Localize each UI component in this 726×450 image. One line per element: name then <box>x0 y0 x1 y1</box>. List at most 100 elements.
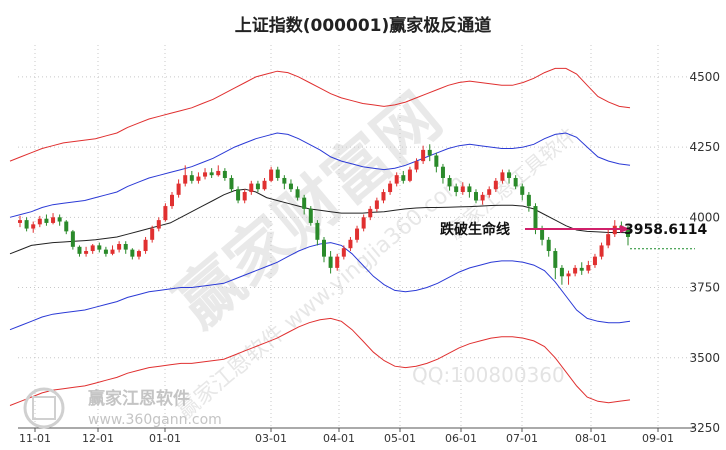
candle-body <box>295 189 300 198</box>
candle-body <box>540 228 545 240</box>
candle-body <box>348 239 353 249</box>
x-tick-label: 09-01 <box>642 432 674 445</box>
candle-body <box>117 244 122 250</box>
chart-title: 上证指数(000001)赢家极反通道 <box>235 15 492 36</box>
candle-body <box>103 249 108 254</box>
candle-body <box>480 194 485 201</box>
candle-body <box>606 234 611 246</box>
candle-body <box>130 249 135 257</box>
candle-body <box>97 245 102 250</box>
channel-line-4 <box>9 188 631 255</box>
x-tick-label: 08-01 <box>575 432 607 445</box>
y-tick-label: 3750 <box>689 281 720 295</box>
candle-body <box>401 175 406 181</box>
annotation-label: 跌破生命线 <box>440 221 510 238</box>
candle-body <box>328 256 333 268</box>
brand-seal-inner <box>32 396 56 420</box>
candle-body <box>520 186 525 195</box>
candle-body <box>474 192 478 201</box>
candle-body <box>579 267 584 271</box>
brand-url: www.360gann.com <box>88 412 222 428</box>
brand-logo: 赢家江恩软件 www.360gann.com <box>23 387 222 429</box>
y-tick-label: 4000 <box>689 210 720 224</box>
candle-body <box>249 183 254 193</box>
candle-body <box>64 221 69 232</box>
candle-body <box>487 189 492 195</box>
candle-body <box>407 169 412 181</box>
channel-line-2 <box>9 132 631 218</box>
x-tick-label: 11-01 <box>19 432 51 445</box>
candle-body <box>44 218 49 223</box>
candle-body <box>434 155 439 167</box>
brand-name: 赢家江恩软件 <box>88 388 190 409</box>
candle-body <box>90 245 95 252</box>
candle-body <box>189 175 194 181</box>
candle-body <box>242 192 247 201</box>
candle-body <box>493 180 498 190</box>
candle-body <box>335 256 340 268</box>
candle-body <box>626 229 630 237</box>
candle-body <box>533 206 538 229</box>
channel-line-1 <box>9 242 631 331</box>
channel-line-0 <box>9 317 631 406</box>
candle-body <box>394 175 399 184</box>
candle-body <box>374 200 379 209</box>
candle-body <box>255 183 260 190</box>
candle-body <box>322 239 326 257</box>
y-tick-label: 3500 <box>689 351 720 365</box>
candle-body <box>467 186 472 193</box>
x-tick-label: 12-01 <box>82 432 114 445</box>
candle-body <box>421 149 426 162</box>
candle-body <box>170 194 174 207</box>
candle-body <box>546 239 551 252</box>
candle-body <box>269 169 274 181</box>
candle-body <box>308 208 313 223</box>
breakline-arrow-icon <box>620 224 630 233</box>
candle-body <box>57 217 62 222</box>
candle-body <box>229 177 234 190</box>
candle-body <box>592 256 597 266</box>
candle-body <box>586 265 591 271</box>
x-tick-label: 05-01 <box>384 432 416 445</box>
candle-body <box>203 172 208 177</box>
candle-body <box>302 197 307 209</box>
candle-body <box>209 172 214 176</box>
candle-body <box>361 217 366 229</box>
brand-seal-icon <box>23 387 65 429</box>
candle-body <box>183 175 188 184</box>
candle-body <box>150 228 155 240</box>
candle-body <box>440 166 445 178</box>
candle-body <box>447 177 452 187</box>
candlesticks <box>18 144 630 285</box>
candle-body <box>427 149 432 156</box>
candle-body <box>31 224 36 229</box>
candle-body <box>70 231 75 247</box>
channel-bands <box>9 67 631 406</box>
y-tick-label: 4250 <box>689 140 720 154</box>
watermark-qq: QQ:100800360 <box>412 363 565 387</box>
candle-body <box>196 176 201 181</box>
candle-body <box>24 220 29 229</box>
candle-body <box>262 180 267 190</box>
candle-body <box>275 169 280 178</box>
candle-body <box>526 194 531 207</box>
candle-body <box>573 267 578 274</box>
candle-body <box>163 206 168 221</box>
x-tick-label: 01-01 <box>149 432 181 445</box>
candle-body <box>553 251 558 268</box>
y-tick-label: 4500 <box>689 70 720 84</box>
candle-body <box>123 244 128 250</box>
annotation-value: 3958.6114 <box>624 222 708 238</box>
candle-body <box>388 183 393 193</box>
candle-body <box>156 220 161 229</box>
candle-body <box>110 249 115 254</box>
candle-body <box>176 183 181 195</box>
channel-line-3 <box>9 67 631 162</box>
candle-body <box>136 251 141 257</box>
candle-body <box>51 217 56 223</box>
candle-body <box>381 192 386 201</box>
x-tick-label: 07-01 <box>506 432 538 445</box>
axis-layer: 3250 3500 3750 4000 4250 4500 11-01 12-01 01-01 0… <box>18 70 720 445</box>
candle-body <box>507 172 512 178</box>
